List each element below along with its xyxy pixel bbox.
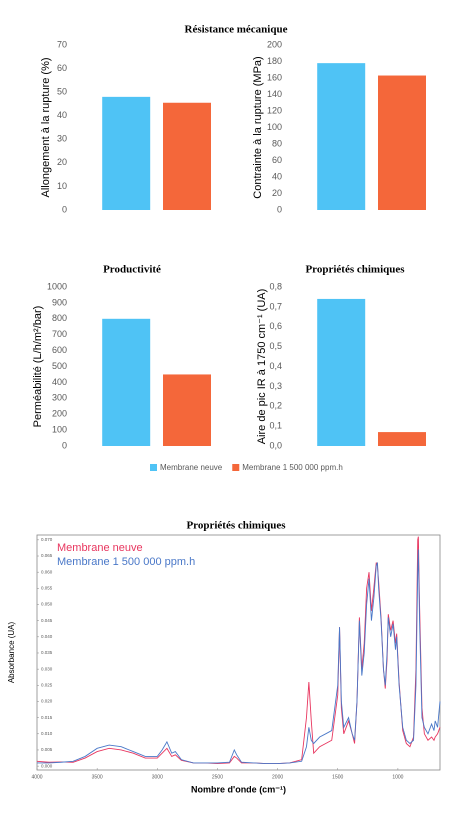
legend-label: Membrane 1 500 000 ppm.h [57,556,195,568]
y-tick-label: 30 [57,134,67,144]
bar [163,374,211,446]
y-axis-label: Allongement à la rupture (%) [40,57,52,197]
y-axis-label: Perméabilité (L/h/m²/bar) [32,306,44,428]
y-tick-label: 0,7 [269,301,282,311]
y-tick-label: 0,5 [269,341,282,351]
y-tick-label: 700 [52,329,67,339]
chart-title: Résistance mécanique [185,24,288,36]
y-tick-label: 300 [52,393,67,403]
y-tick-label: 0.020 [41,699,53,704]
x-tick-label: 1000 [392,774,403,780]
y-tick-label: 0 [277,204,282,214]
y-axis-label: Contrainte à la rupture (MPa) [252,56,264,198]
y-tick-label: 1000 [47,281,67,291]
plot-frame [36,534,441,771]
y-tick-label: 0.035 [41,650,53,655]
y-tick-label: 400 [52,377,67,387]
y-tick-label: 0.015 [41,715,53,720]
y-tick-label: 120 [267,105,282,115]
bar [378,75,426,211]
y-tick-label: 80 [272,138,282,148]
y-tick-label: 0.040 [41,634,53,639]
y-tick-label: 200 [52,409,67,419]
bar [102,318,151,446]
y-tick-label: 0.045 [41,618,53,623]
bar [317,63,366,211]
y-tick-label: 0,4 [269,361,282,371]
y-tick-label: 160 [267,72,282,82]
y-tick-label: 50 [57,87,67,97]
y-tick-label: 100 [267,122,282,132]
x-tick-label: 2500 [212,774,223,780]
y-tick-label: 0.005 [41,747,53,752]
x-tick-label: 4000 [31,774,42,780]
y-tick-label: 900 [52,297,67,307]
y-tick-label: 0,0 [269,440,282,450]
y-tick-label: 0.010 [41,731,53,736]
y-tick-label: 60 [272,155,282,165]
y-tick-label: 100 [52,424,67,434]
x-tick-label: 2000 [272,774,283,780]
y-tick-label: 20 [57,157,67,167]
x-tick-label: 3000 [152,774,163,780]
x-tick-label: 1500 [332,774,343,780]
y-tick-label: 0,6 [269,321,282,331]
y-tick-label: 0,2 [269,401,282,411]
y-tick-label: 0.065 [41,553,53,558]
y-tick-label: 20 [272,188,282,198]
y-tick-label: 10 [57,181,67,191]
y-tick-label: 0.025 [41,682,53,687]
legend-label: Membrane neuve [160,463,223,472]
y-tick-label: 0,8 [269,281,282,291]
spectrum-line [36,536,441,764]
y-tick-label: 180 [267,56,282,66]
legend-label: Membrane neuve [57,542,143,554]
legend-swatch [150,464,157,471]
y-tick-label: 0 [62,440,67,450]
y-tick-label: 0,3 [269,381,282,391]
chart-title: Productivité [103,264,161,276]
x-tick-label: 3500 [92,774,103,780]
y-tick-label: 200 [267,39,282,49]
y-tick-label: 70 [57,39,67,49]
y-tick-label: 0.060 [41,569,53,574]
y-tick-label: 40 [272,171,282,181]
y-axis-label: Aire de pic IR à 1750 cm⁻¹ (UA) [256,289,268,445]
bar [102,96,151,210]
bar [317,298,366,446]
y-axis-label: Absorbance (UA) [7,621,16,683]
x-axis-label: Nombre d'onde (cm⁻¹) [191,784,286,794]
bar [378,432,426,446]
bar [163,102,211,210]
y-tick-label: 0.070 [41,537,53,542]
y-tick-label: 0.050 [41,602,53,607]
y-tick-label: 60 [57,63,67,73]
y-tick-label: 500 [52,361,67,371]
y-tick-label: 0 [62,204,67,214]
y-tick-label: 0.055 [41,586,53,591]
legend-swatch [232,464,240,471]
y-tick-label: 140 [267,89,282,99]
y-tick-label: 0,1 [269,421,282,431]
y-tick-label: 600 [52,345,67,355]
y-tick-label: 40 [57,110,67,120]
chart-title: Propriétés chimiques [305,264,405,276]
spectrum-line [37,549,441,764]
y-tick-label: 800 [52,313,67,323]
y-tick-label: 0.000 [41,763,53,768]
legend-label: Membrane 1 500 000 ppm.h [242,463,343,472]
chart-title: Propriétés chimiques [186,520,286,532]
y-tick-label: 0.030 [41,666,53,671]
